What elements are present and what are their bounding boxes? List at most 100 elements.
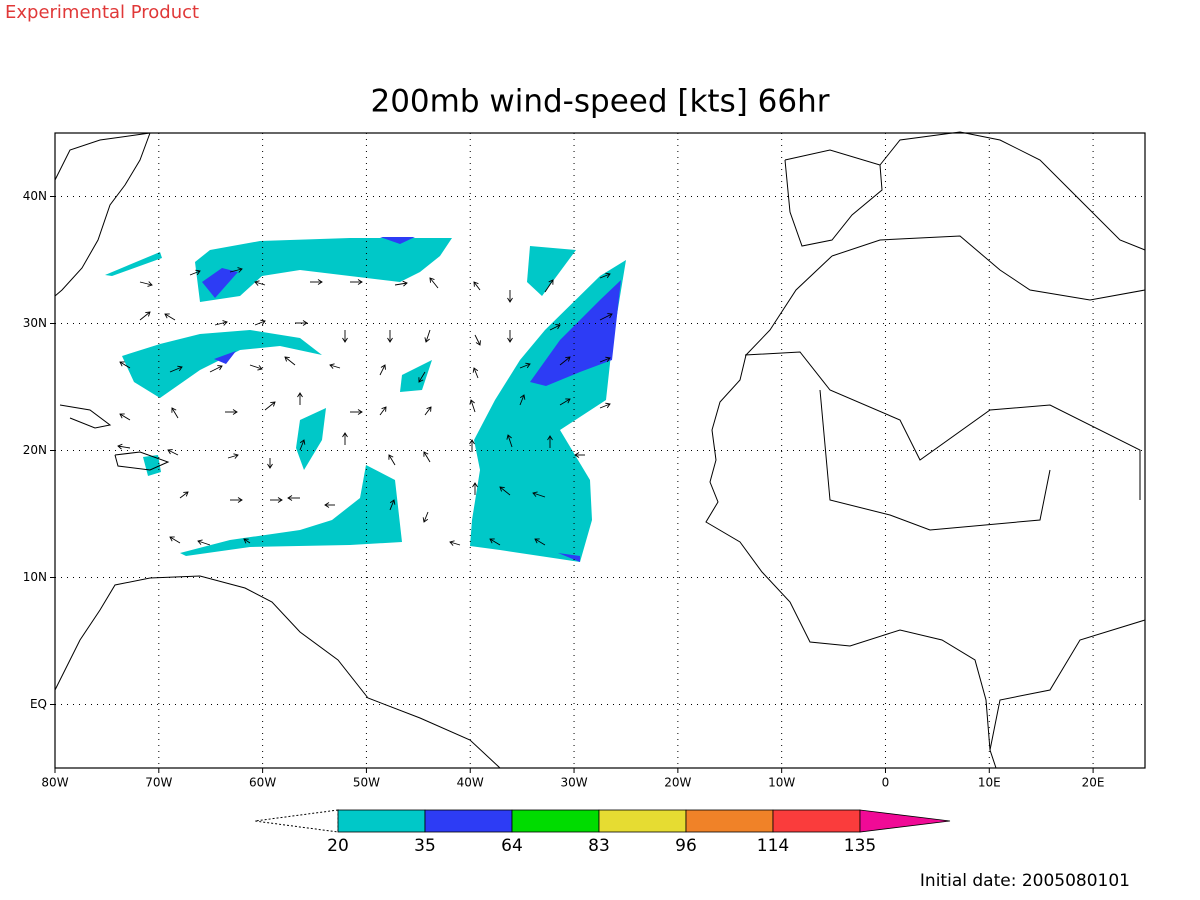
wind-vector-head bbox=[489, 538, 495, 544]
wind-vector-head bbox=[117, 443, 123, 450]
wind-vector bbox=[506, 434, 513, 448]
wind-vector bbox=[549, 324, 561, 331]
wind-vector bbox=[379, 406, 387, 416]
wind-vector-head bbox=[147, 281, 153, 287]
x-tick-label: 30W bbox=[560, 776, 587, 790]
wind-vector-shaft bbox=[119, 361, 131, 369]
colorbar-label: 96 bbox=[675, 836, 697, 856]
wind-vector-head bbox=[574, 452, 580, 458]
x-tick-label: 20E bbox=[1082, 776, 1105, 790]
wind-vector bbox=[287, 495, 300, 501]
header-label: Experimental Product bbox=[5, 2, 199, 23]
wind-vector bbox=[167, 449, 179, 456]
coastline bbox=[705, 255, 997, 769]
wind-vector-head bbox=[605, 402, 611, 409]
wind-vector-shaft bbox=[139, 281, 153, 286]
wind-vector bbox=[267, 458, 273, 469]
wind-vector bbox=[169, 536, 181, 544]
border bbox=[989, 619, 1146, 751]
wind-vector-head bbox=[565, 356, 571, 362]
wind-vector bbox=[599, 356, 611, 363]
wind-vector-shaft bbox=[119, 413, 131, 421]
x-tick-label: 50W bbox=[353, 776, 380, 790]
wind-vector-head bbox=[422, 517, 429, 523]
wind-vector-shaft bbox=[284, 356, 296, 366]
coastline bbox=[831, 235, 1146, 301]
wind-core bbox=[202, 268, 238, 298]
wind-vector bbox=[599, 272, 611, 279]
wind-vector-shaft bbox=[599, 357, 611, 363]
wind-vector-shaft bbox=[424, 406, 432, 416]
border bbox=[744, 351, 1141, 500]
wind-vector-shaft bbox=[169, 536, 181, 544]
wind-vector bbox=[544, 279, 554, 293]
wind-vector-shaft bbox=[229, 268, 243, 273]
wind-vector bbox=[179, 491, 189, 499]
wind-vector-shaft bbox=[388, 454, 396, 466]
colorbar-under bbox=[254, 809, 339, 833]
wind-vector-head bbox=[237, 267, 243, 273]
wind-vector-shaft bbox=[489, 538, 501, 546]
wind-vector-shaft bbox=[167, 449, 179, 456]
colorbar-label: 64 bbox=[501, 836, 523, 856]
wind-vector bbox=[329, 363, 341, 369]
wind-vector-shaft bbox=[534, 538, 546, 546]
wind-vector bbox=[295, 320, 308, 326]
wind-vector-shaft bbox=[559, 356, 571, 366]
wind-vector-shaft bbox=[209, 365, 223, 373]
wind-vector bbox=[164, 313, 176, 321]
wind-vector-head bbox=[426, 406, 432, 412]
wind-vector-head bbox=[270, 401, 276, 407]
wind-vector-head bbox=[254, 280, 260, 286]
wind-vector-head bbox=[499, 486, 505, 492]
coastline bbox=[54, 575, 501, 769]
wind-vector bbox=[350, 279, 363, 285]
colorbar-label: 135 bbox=[844, 836, 876, 856]
wind-vector-head bbox=[472, 482, 478, 488]
wind-vector bbox=[507, 290, 513, 303]
wind-vector-shaft bbox=[532, 492, 546, 498]
wind-vector bbox=[422, 511, 429, 523]
wind-vector-shaft bbox=[171, 407, 179, 419]
wind-vector-head bbox=[324, 502, 330, 508]
plot-area bbox=[54, 131, 1146, 769]
wind-vector-head bbox=[469, 439, 475, 445]
wind-vector-shaft bbox=[474, 334, 481, 346]
wind-vector bbox=[507, 330, 513, 343]
wind-vector-head bbox=[555, 324, 561, 330]
wind-vector-head bbox=[317, 279, 323, 285]
wind-vector-head bbox=[237, 497, 243, 503]
wind-shading bbox=[105, 237, 626, 562]
wind-vector bbox=[230, 497, 243, 503]
wind-vector-shaft bbox=[473, 367, 479, 379]
wind-vector-head bbox=[222, 320, 228, 326]
wind-vector-shaft bbox=[599, 403, 611, 409]
wind-vector-shaft bbox=[425, 329, 431, 343]
colorbar-over bbox=[859, 809, 951, 833]
wind-vector-shaft bbox=[418, 371, 426, 383]
colorbar-label: 35 bbox=[414, 836, 436, 856]
wind-vector-head bbox=[119, 361, 125, 367]
wind-vector bbox=[299, 439, 306, 451]
wind-vector-shaft bbox=[264, 401, 276, 411]
wind-vector-shaft bbox=[519, 394, 525, 406]
colorbar-label: 114 bbox=[757, 836, 789, 856]
wind-vector bbox=[264, 401, 276, 411]
coastlines bbox=[54, 131, 1146, 769]
x-tick-label: 70W bbox=[145, 776, 172, 790]
wind-vector bbox=[254, 319, 266, 326]
wind-vector-shaft bbox=[227, 454, 239, 459]
wind-vector-shaft bbox=[423, 511, 429, 523]
wind-vector-head bbox=[233, 453, 239, 459]
wind-vector-head bbox=[169, 536, 175, 542]
wind-vector-head bbox=[532, 491, 538, 497]
wind-vector-shaft bbox=[254, 320, 266, 326]
wind-vector-head bbox=[357, 279, 363, 285]
wind-vector-head bbox=[605, 272, 611, 279]
wind-vector-head bbox=[260, 319, 266, 326]
wind-vector bbox=[388, 454, 396, 466]
wind-vector-head bbox=[217, 365, 223, 371]
wind-vector bbox=[519, 394, 526, 406]
wind-vector-shaft bbox=[394, 282, 408, 286]
wind-vector-shaft bbox=[470, 399, 476, 413]
